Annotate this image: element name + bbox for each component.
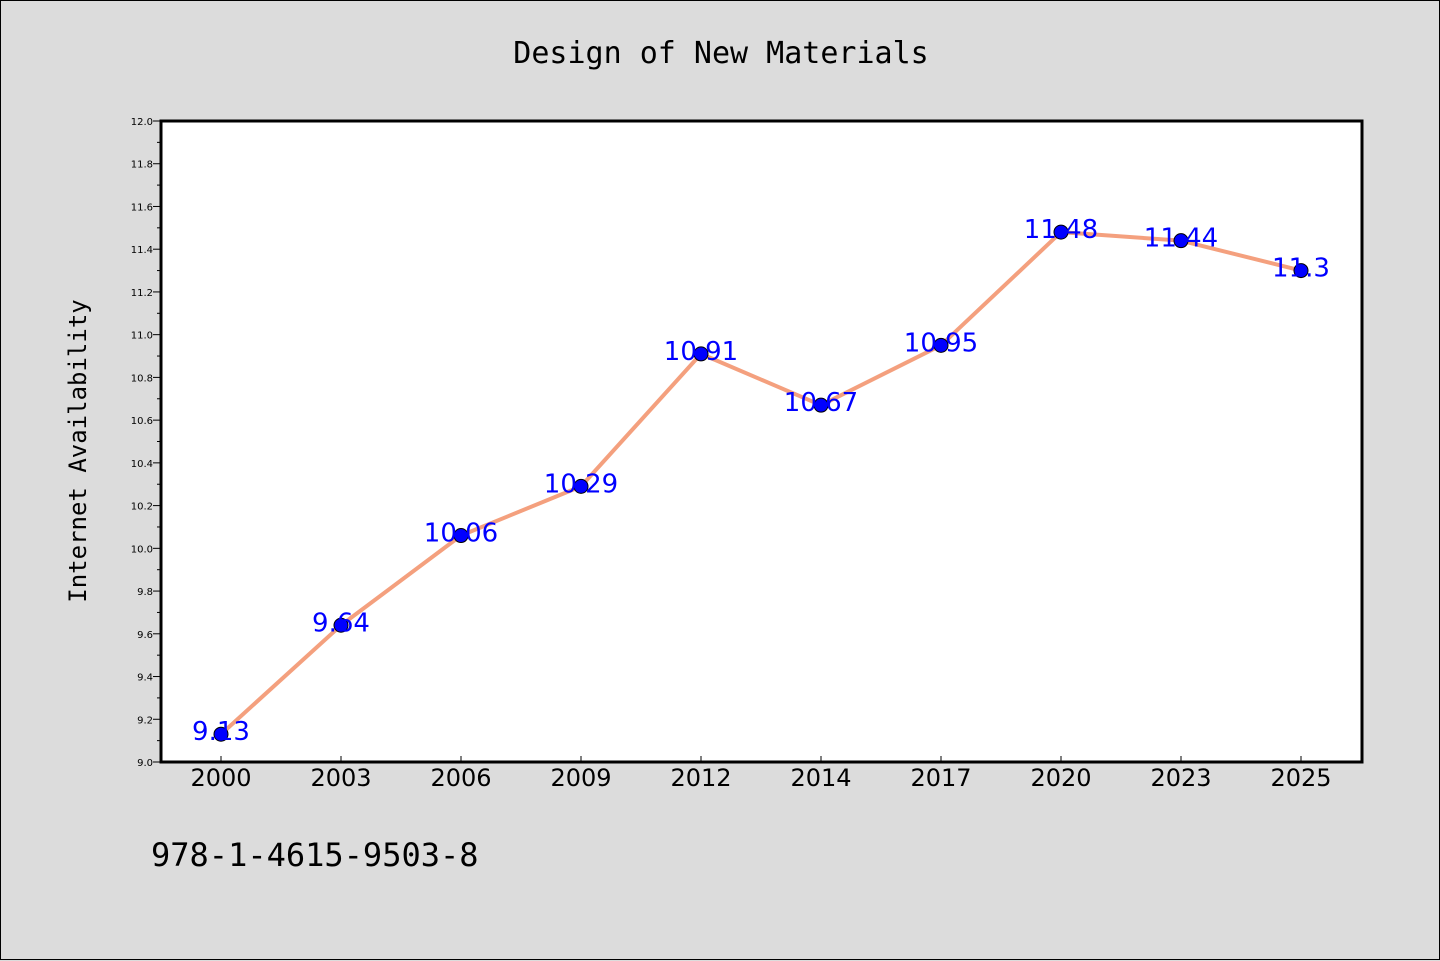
x-tick-label: 2025 bbox=[1270, 764, 1331, 792]
y-tick-label: 11.4 bbox=[131, 245, 153, 256]
data-point bbox=[933, 337, 949, 353]
y-tick-label: 11.0 bbox=[131, 331, 153, 342]
x-tick-label: 2003 bbox=[310, 764, 371, 792]
data-point bbox=[1053, 224, 1069, 240]
x-tick-label: 2020 bbox=[1030, 764, 1091, 792]
x-tick-label: 2023 bbox=[1150, 764, 1211, 792]
data-label: 9.64 bbox=[312, 608, 370, 638]
x-tick-label: 2017 bbox=[910, 764, 971, 792]
y-tick-label: 9.4 bbox=[137, 673, 153, 684]
x-tick-label: 2014 bbox=[790, 764, 851, 792]
series-line bbox=[219, 230, 1302, 736]
y-tick-label: 12.0 bbox=[131, 117, 153, 128]
y-tick-label: 9.0 bbox=[137, 758, 153, 769]
plot-frame bbox=[159, 119, 1364, 764]
data-label: 11.48 bbox=[1024, 215, 1098, 245]
data-point bbox=[573, 478, 589, 494]
y-tick-label: 10.2 bbox=[131, 502, 153, 513]
y-axis: 9.0 9.2 9.4 9.6 9.8 10.0 10.2 10.4 10.6 10.8 11.0 1… bbox=[131, 117, 161, 769]
data-point bbox=[1293, 263, 1309, 279]
x-tick-label: 2006 bbox=[430, 764, 491, 792]
x-axis: 2000 2003 2006 2009 2012 2014 2017 2020 2023 2025 bbox=[190, 756, 1332, 792]
y-axis-label: Internet Availability bbox=[64, 299, 92, 602]
series-layer: 9.13 9.64 10.06 10.29 10.91 10.67 10.95 11.48 11… bbox=[192, 215, 1330, 747]
data-label: 10.67 bbox=[784, 388, 858, 418]
x-tick-label: 2009 bbox=[550, 764, 611, 792]
data-label: 11.44 bbox=[1144, 224, 1218, 254]
data-point bbox=[333, 617, 349, 633]
chart-title: Design of New Materials bbox=[513, 36, 928, 71]
isbn-annotation: 978-1-4615-9503-8 bbox=[151, 836, 479, 874]
y-tick-label: 11.2 bbox=[131, 288, 153, 299]
data-point bbox=[1173, 233, 1189, 249]
y-tick-label: 11.6 bbox=[131, 202, 153, 213]
x-tick-label: 2012 bbox=[670, 764, 731, 792]
y-tick-label: 11.8 bbox=[131, 160, 153, 171]
data-label: 10.06 bbox=[424, 519, 498, 549]
y-tick-label: 9.8 bbox=[137, 587, 153, 598]
y-tick-label: 10.8 bbox=[131, 373, 153, 384]
data-label: 10.91 bbox=[664, 337, 738, 367]
data-point bbox=[453, 528, 469, 544]
y-tick-label: 9.6 bbox=[137, 630, 153, 641]
data-point bbox=[693, 346, 709, 362]
y-tick-label: 10.4 bbox=[131, 459, 153, 470]
data-label: 9.13 bbox=[192, 717, 250, 747]
y-tick-label: 10.0 bbox=[131, 544, 153, 555]
y-tick-label: 9.2 bbox=[137, 715, 153, 726]
data-point bbox=[813, 397, 829, 413]
y-tick-label: 10.6 bbox=[131, 416, 153, 427]
data-point bbox=[213, 726, 229, 742]
data-label: 10.29 bbox=[544, 469, 618, 499]
x-tick-label: 2000 bbox=[190, 764, 251, 792]
data-label: 11.3 bbox=[1272, 254, 1330, 284]
plot-area bbox=[161, 121, 1362, 762]
data-label: 10.95 bbox=[904, 328, 978, 358]
